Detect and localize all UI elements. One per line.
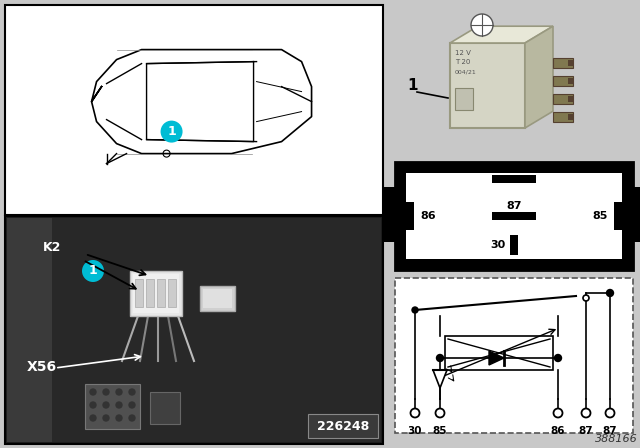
Text: 86: 86 [420, 211, 436, 221]
Bar [614, 202, 622, 230]
Circle shape [129, 415, 135, 421]
Bar [168, 279, 176, 307]
Text: K2: K2 [43, 241, 61, 254]
Circle shape [554, 409, 563, 418]
Bar [5, 5, 383, 215]
Polygon shape [450, 26, 553, 43]
Circle shape [435, 409, 445, 418]
Text: T 20: T 20 [455, 59, 470, 65]
Text: 86: 86 [551, 426, 565, 436]
Circle shape [103, 389, 109, 395]
Bar [7, 218, 381, 442]
Bar [553, 76, 573, 86]
Circle shape [129, 402, 135, 408]
Bar [395, 278, 633, 433]
Bar [568, 114, 574, 120]
Text: 388166: 388166 [595, 434, 638, 444]
Text: 30: 30 [491, 240, 506, 250]
Circle shape [129, 389, 135, 395]
Bar [135, 279, 143, 307]
Bar [382, 187, 397, 242]
Text: 87: 87 [603, 426, 618, 436]
Text: 87: 87 [579, 426, 593, 436]
Bar [130, 271, 182, 316]
Polygon shape [433, 370, 447, 388]
Circle shape [103, 415, 109, 421]
Bar [568, 60, 574, 66]
Text: 12 V: 12 V [455, 50, 471, 56]
Circle shape [116, 402, 122, 408]
Bar [146, 279, 154, 307]
Circle shape [116, 389, 122, 395]
Circle shape [605, 409, 614, 418]
Text: 1: 1 [167, 125, 176, 138]
Circle shape [103, 402, 109, 408]
Text: 30: 30 [408, 426, 422, 436]
Circle shape [554, 354, 561, 362]
Bar [631, 187, 640, 242]
Bar [308, 414, 378, 438]
Bar [200, 286, 235, 311]
Text: 1: 1 [407, 78, 417, 93]
Circle shape [583, 295, 589, 301]
Text: 1: 1 [88, 264, 97, 277]
Circle shape [607, 289, 614, 297]
Polygon shape [525, 26, 553, 128]
Circle shape [410, 409, 419, 418]
Text: 85: 85 [593, 211, 608, 221]
Bar [553, 112, 573, 122]
Text: 004/21: 004/21 [455, 69, 477, 74]
Bar [492, 212, 536, 220]
Bar [157, 279, 165, 307]
Bar [445, 336, 553, 370]
Circle shape [161, 121, 182, 142]
Bar [406, 173, 622, 259]
Text: 226248: 226248 [317, 419, 369, 432]
Text: 85: 85 [433, 426, 447, 436]
Bar [553, 94, 573, 104]
Bar [395, 162, 633, 270]
Bar [450, 43, 525, 128]
Bar [133, 274, 179, 313]
Circle shape [412, 307, 418, 313]
Bar [568, 96, 574, 102]
Bar [7, 218, 52, 442]
Bar [85, 384, 140, 429]
Polygon shape [489, 351, 504, 365]
Bar [455, 88, 473, 110]
Bar [568, 78, 574, 84]
Circle shape [582, 409, 591, 418]
Circle shape [90, 389, 96, 395]
Text: 87: 87 [506, 201, 522, 211]
Circle shape [116, 415, 122, 421]
Text: 87: 87 [506, 162, 522, 172]
Bar [150, 392, 180, 424]
Bar [203, 289, 232, 308]
Circle shape [90, 402, 96, 408]
Circle shape [436, 354, 444, 362]
Circle shape [471, 14, 493, 36]
Text: X56: X56 [27, 360, 57, 374]
Bar [406, 202, 414, 230]
Circle shape [82, 260, 104, 282]
Bar [510, 235, 518, 255]
Bar [492, 175, 536, 183]
Bar [553, 58, 573, 68]
Bar [5, 216, 383, 444]
Circle shape [90, 415, 96, 421]
